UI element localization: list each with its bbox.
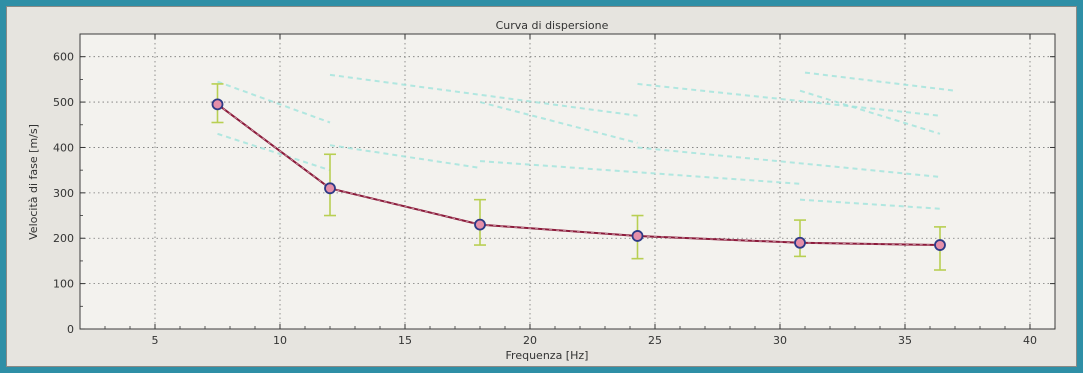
x-tick-label: 30 (773, 334, 787, 347)
dispersion-chart: Curva di dispersione Frequenza [Hz] Velo… (27, 19, 1056, 362)
dispersion-series (211, 83, 946, 271)
y-tick-label: 500 (53, 96, 74, 109)
background-mode-line (217, 80, 331, 124)
x-tick-label: 40 (1023, 334, 1037, 347)
chart-title: Curva di dispersione (496, 19, 609, 32)
background-mode-line (804, 71, 956, 92)
data-point (794, 236, 806, 249)
data-point (211, 98, 224, 111)
background-mode-line (329, 73, 638, 117)
chart-frame: Curva di dispersione Frequenza [Hz] Velo… (6, 6, 1077, 367)
data-point (474, 218, 486, 231)
y-tick-label: 100 (53, 278, 74, 291)
y-tick-label: 300 (53, 187, 74, 200)
y-tick-label: 0 (67, 323, 74, 336)
x-tick-label: 25 (648, 334, 662, 347)
data-point (631, 230, 644, 242)
data-point (934, 239, 946, 251)
y-axis-label: Velocità di fase [m/s] (27, 124, 40, 240)
background-mode-line (329, 144, 481, 169)
grid (80, 34, 1055, 329)
x-tick-label: 15 (398, 334, 412, 347)
x-tick-label: 5 (152, 334, 159, 347)
x-tick-label: 20 (523, 334, 537, 347)
background-mode-line (479, 101, 638, 144)
data-point (324, 182, 336, 195)
background-mode-line (799, 89, 941, 135)
y-tick-label: 200 (53, 232, 74, 245)
background-modes (217, 71, 956, 210)
series-line-overlay (217, 104, 941, 246)
x-tick-label: 10 (273, 334, 287, 347)
y-tick-label: 600 (53, 51, 74, 64)
background-mode-line (217, 132, 331, 172)
plot-area (79, 33, 1056, 330)
background-mode-line (637, 146, 941, 178)
y-tick-label: 400 (53, 141, 74, 154)
x-tick-label: 35 (898, 334, 912, 347)
x-axis-label: Frequenza [Hz] (506, 349, 589, 362)
background-mode-line (637, 82, 941, 117)
